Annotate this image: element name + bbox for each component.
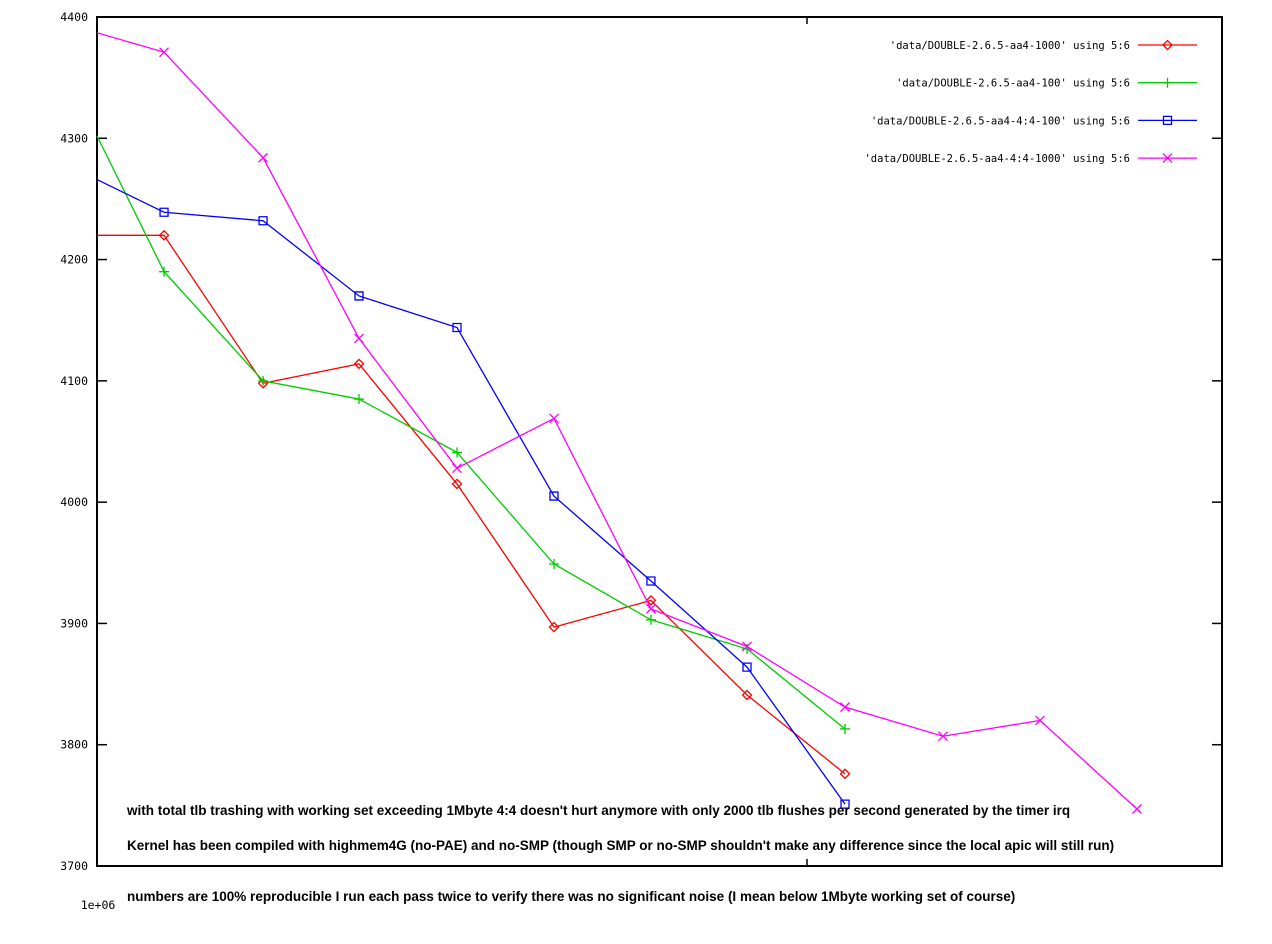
legend-label-3: 'data/DOUBLE-2.6.5-aa4-4:4-1000' using 5… [864,153,1130,165]
legend-sample-marker-0 [1162,39,1173,51]
series-markers-1 [159,266,851,734]
y-tick-label: 4300 [60,131,88,145]
series-line-0 [97,234,846,775]
series-line-2 [96,178,846,805]
y-tick-label: 4200 [60,253,88,267]
series-markers-0 [158,229,851,780]
y-tick-label: 4000 [60,495,88,509]
x-tick-label: 1e+06 [81,898,116,912]
legend-label-2: 'data/DOUBLE-2.6.5-aa4-4:4-100' using 5:… [871,115,1130,127]
series-line-1 [96,135,846,730]
y-tick-label: 4100 [60,374,88,388]
plot-border [96,16,1223,867]
annotation-kernel-compile: Kernel has been compiled with highmem4G … [127,838,1115,853]
series-line-3 [96,32,1138,810]
y-tick-label: 3900 [60,616,88,630]
annotation-tlb-trashing: with total tlb trashing with working set… [127,803,1071,818]
y-tick-label: 3800 [60,738,88,752]
annotation-reproducible: numbers are 100% reproducible I run each… [127,889,1016,904]
y-tick-label: 3700 [60,859,88,873]
series-markers-3 [159,47,1142,814]
legend-label-1: 'data/DOUBLE-2.6.5-aa4-100' using 5:6 [896,78,1130,90]
legend-sample-marker-1 [1162,77,1173,88]
legend-label-0: 'data/DOUBLE-2.6.5-aa4-1000' using 5:6 [890,40,1130,52]
series-markers-2 [159,207,850,809]
y-tick-label: 4400 [60,10,88,24]
legend-sample-marker-2 [1162,115,1173,126]
legend-sample-marker-3 [1162,153,1173,164]
